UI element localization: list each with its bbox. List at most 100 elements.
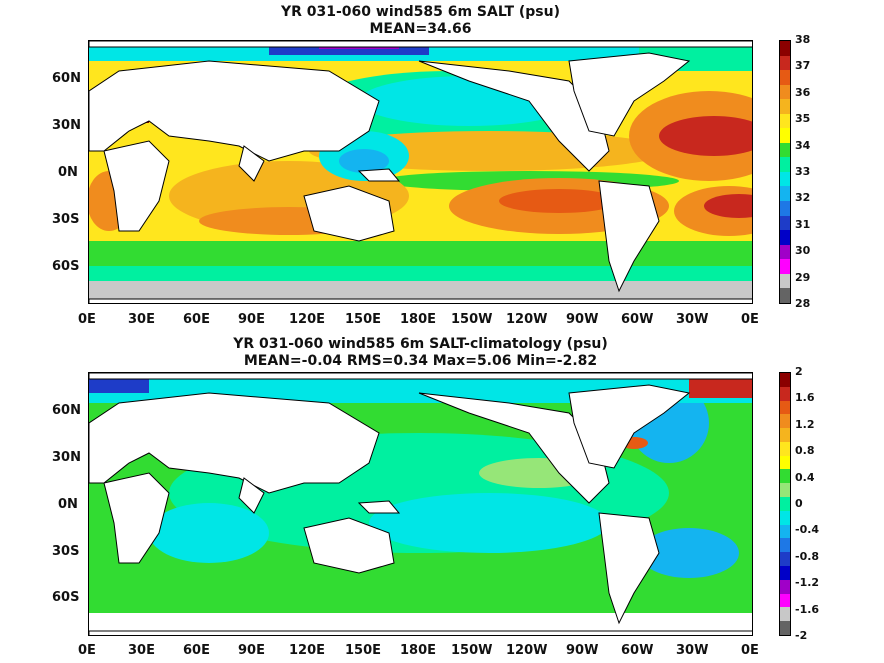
colorbar-segment <box>780 455 790 470</box>
colorbar-label: 1.6 <box>795 391 815 405</box>
colorbar-segment <box>780 186 790 202</box>
colorbar-segment <box>780 469 790 484</box>
colorbar-segment <box>780 510 790 525</box>
colorbar-label: -2 <box>795 629 808 642</box>
panel1-xtick: 30E <box>128 312 155 327</box>
colorbar-segment <box>780 400 790 415</box>
panel1-xtick: 120W <box>506 312 548 327</box>
panel1-salinity-map <box>88 40 753 304</box>
colorbar-label: -1.6 <box>795 602 820 616</box>
colorbar-segment <box>780 483 790 498</box>
panel1-xtick: 0E <box>741 312 759 327</box>
colorbar-segment <box>780 565 790 580</box>
colorbar-segment <box>780 621 790 635</box>
panel1-xtick: 60W <box>621 312 654 327</box>
colorbar-segment <box>780 441 790 456</box>
panel2-title-line2: MEAN=-0.04 RMS=0.34 Max=5.06 Min=-2.82 <box>243 353 598 369</box>
panel2-xtick: 180E <box>400 643 437 658</box>
panel2-xtick: 90W <box>566 643 599 658</box>
panel2-xtick: 150E <box>345 643 382 658</box>
panel2-xtick: 150W <box>451 643 493 658</box>
colorbar-segment <box>780 593 790 608</box>
colorbar-segment <box>780 215 790 231</box>
panel2-xtick: 90E <box>238 643 265 658</box>
panel2-xtick: 0E <box>741 643 759 658</box>
panel2-xtick: 0E <box>78 643 96 658</box>
colorbar-segment <box>780 41 790 56</box>
panel1-xtick: 120E <box>289 312 326 327</box>
panel2-xtick: 120E <box>289 643 326 658</box>
colorbar-segment <box>780 201 790 216</box>
colorbar-label: 35 <box>795 112 811 126</box>
panel1-ytick-30s: 30S <box>52 212 80 227</box>
panel1-xtick: 90E <box>238 312 265 327</box>
colorbar-label: 0.4 <box>795 470 815 484</box>
panel2-xtick: 30W <box>676 643 709 658</box>
colorbar-segment <box>780 142 790 158</box>
panel1-ytick-30n: 30N <box>52 118 81 133</box>
panel2-xtick: 30E <box>128 643 155 658</box>
colorbar-segment <box>780 579 790 594</box>
panel2-ytick-60n: 60N <box>52 403 81 418</box>
panel2-ytick-60s: 60S <box>52 590 80 605</box>
panel1-ytick-0n: 0N <box>58 165 78 180</box>
colorbar-segment <box>780 538 790 553</box>
colorbar-segment <box>780 288 790 303</box>
colorbar-label: -0.8 <box>795 549 820 563</box>
colorbar-label: -0.4 <box>795 523 820 537</box>
colorbar-segment <box>780 428 790 442</box>
panel1-xtick: 30W <box>676 312 709 327</box>
panel1-xtick: 0E <box>78 312 96 327</box>
colorbar-label: 34 <box>795 138 811 152</box>
colorbar-segment <box>780 171 790 187</box>
panel2-difference-map <box>88 372 753 636</box>
colorbar-segment <box>780 244 790 260</box>
panel1-xtick: 150E <box>345 312 382 327</box>
colorbar-segment <box>780 55 790 71</box>
panel2-title-line1: YR 031-060 wind585 6m SALT-climatology (… <box>233 336 608 352</box>
panel1-title-line1: YR 031-060 wind585 6m SALT (psu) <box>280 4 560 20</box>
panel1-xtick: 90W <box>566 312 599 327</box>
colorbar-label: 38 <box>795 33 811 46</box>
panel2-xtick: 120W <box>506 643 548 658</box>
panel2-ytick-0n: 0N <box>58 497 78 512</box>
colorbar-label: -1.2 <box>795 576 820 590</box>
panel2-colorbar <box>779 372 791 636</box>
colorbar-segment <box>780 230 790 245</box>
colorbar-label: 0.8 <box>795 444 815 458</box>
colorbar-segment <box>780 607 790 622</box>
colorbar-label: 33 <box>795 165 811 178</box>
panel1-colorbar <box>779 40 791 304</box>
panel2-xtick: 60E <box>183 643 210 658</box>
colorbar-label: 36 <box>795 85 811 99</box>
colorbar-segment <box>780 113 790 129</box>
panel1-xtick: 180E <box>400 312 437 327</box>
colorbar-segment <box>780 497 790 511</box>
colorbar-label: 37 <box>795 59 811 73</box>
panel2-xtick: 60W <box>621 643 654 658</box>
colorbar-label: 0 <box>795 497 803 510</box>
colorbar-segment <box>780 157 790 172</box>
colorbar-segment <box>780 70 790 85</box>
colorbar-segment <box>780 524 790 539</box>
panel1-ytick-60n: 60N <box>52 71 81 86</box>
colorbar-segment <box>780 99 790 114</box>
colorbar-label: 31 <box>795 217 811 231</box>
colorbar-segment <box>780 128 790 143</box>
colorbar-segment <box>780 273 790 289</box>
colorbar-segment <box>780 373 790 387</box>
colorbar-label: 30 <box>795 244 811 258</box>
colorbar-label: 1.2 <box>795 417 815 431</box>
panel1-title-line2: MEAN=34.66 <box>369 21 472 37</box>
colorbar-segment <box>780 259 790 274</box>
colorbar-label: 28 <box>795 297 811 310</box>
panel2-ytick-30n: 30N <box>52 450 81 465</box>
colorbar-segment <box>780 386 790 401</box>
colorbar-segment <box>780 414 790 429</box>
panel2-ytick-30s: 30S <box>52 544 80 559</box>
colorbar-label: 29 <box>795 270 811 284</box>
colorbar-segment <box>780 552 790 566</box>
panel1-xtick: 60E <box>183 312 210 327</box>
panel1-xtick: 150W <box>451 312 493 327</box>
panel1-ytick-60s: 60S <box>52 259 80 274</box>
